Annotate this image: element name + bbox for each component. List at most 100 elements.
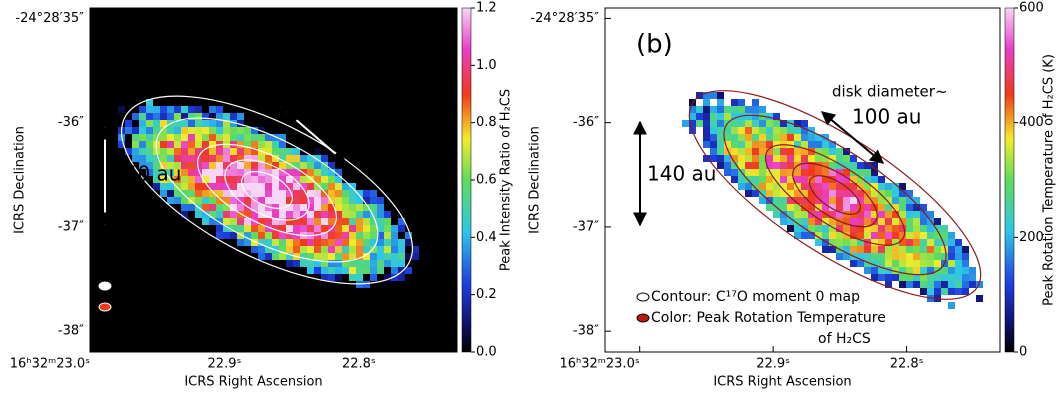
legend-symbol [636, 292, 650, 302]
map-pixel [307, 218, 314, 225]
map-pixel [752, 183, 759, 190]
map-pixel [202, 162, 209, 169]
y-tick-label: -38″ [58, 324, 84, 339]
map-pixel [787, 211, 794, 218]
map-pixel [356, 267, 363, 274]
map-pixel [139, 113, 146, 120]
map-pixel [244, 162, 251, 169]
map-pixel [370, 246, 377, 253]
map-pixel [773, 148, 780, 155]
y-tick-label: -37″ [58, 219, 84, 234]
map-pixel [195, 106, 202, 113]
map-pixel [279, 183, 286, 190]
map-pixel [913, 211, 920, 218]
map-pixel [209, 113, 216, 120]
map-pixel [251, 239, 258, 246]
map-pixel [962, 274, 969, 281]
map-pixel [885, 281, 892, 288]
map-pixel [920, 239, 927, 246]
map-pixel [976, 295, 983, 302]
map-pixel [342, 218, 349, 225]
x-axis-label: ICRS Right Ascension [184, 375, 322, 390]
map-pixel [885, 190, 892, 197]
map-pixel [265, 183, 272, 190]
annotation: Color: Peak Intensity Ratio [115, 299, 300, 315]
map-pixel [356, 218, 363, 225]
map-pixel [335, 176, 342, 183]
map-pixel [808, 204, 815, 211]
map-pixel [913, 267, 920, 274]
map-pixel [328, 169, 335, 176]
map-pixel [321, 225, 328, 232]
map-pixel [948, 232, 955, 239]
map-pixel [710, 127, 717, 134]
map-pixel [174, 120, 181, 127]
map-pixel [209, 197, 216, 204]
colorbar-tick-label: 0.6 [476, 173, 497, 188]
map-pixel [892, 274, 899, 281]
map-pixel [335, 204, 342, 211]
map-pixel [780, 134, 787, 141]
map-pixel [272, 183, 279, 190]
map-pixel [279, 218, 286, 225]
map-pixel [759, 162, 766, 169]
map-pixel [237, 134, 244, 141]
map-pixel [146, 120, 153, 127]
map-pixel [363, 246, 370, 253]
map-pixel [307, 162, 314, 169]
map-pixel [808, 148, 815, 155]
map-pixel [328, 211, 335, 218]
map-pixel [195, 120, 202, 127]
map-pixel [752, 176, 759, 183]
map-pixel [871, 225, 878, 232]
map-pixel [710, 155, 717, 162]
map-pixel [293, 204, 300, 211]
map-pixel [871, 162, 878, 169]
map-pixel [829, 148, 836, 155]
map-pixel [328, 246, 335, 253]
legend-symbol [98, 281, 112, 291]
map-pixel [752, 162, 759, 169]
map-pixel [391, 239, 398, 246]
map-pixel [167, 169, 174, 176]
map-pixel [279, 176, 286, 183]
map-pixel [927, 246, 934, 253]
map-pixel [815, 211, 822, 218]
map-pixel [160, 113, 167, 120]
map-pixel [328, 190, 335, 197]
map-pixel [794, 148, 801, 155]
map-pixel [272, 141, 279, 148]
map-pixel [836, 253, 843, 260]
map-pixel [794, 211, 801, 218]
map-pixel [815, 232, 822, 239]
map-pixel [356, 204, 363, 211]
map-pixel [181, 148, 188, 155]
map-pixel [181, 190, 188, 197]
map-pixel [885, 204, 892, 211]
map-pixel [405, 253, 412, 260]
map-pixel [223, 197, 230, 204]
map-pixel [328, 204, 335, 211]
map-pixel [279, 169, 286, 176]
map-pixel [195, 134, 202, 141]
map-pixel [906, 190, 913, 197]
map-pixel [857, 211, 864, 218]
map-pixel [864, 267, 871, 274]
map-pixel [286, 246, 293, 253]
map-pixel [258, 218, 265, 225]
map-pixel [801, 141, 808, 148]
map-pixel [745, 127, 752, 134]
map-pixel [167, 134, 174, 141]
colorbar-tick-label: 1.0 [476, 58, 497, 73]
map-pixel [181, 120, 188, 127]
map-pixel [934, 253, 941, 260]
map-pixel [188, 113, 195, 120]
map-pixel [787, 204, 794, 211]
map-pixel [864, 246, 871, 253]
map-pixel [251, 169, 258, 176]
map-pixel [836, 148, 843, 155]
map-pixel [843, 211, 850, 218]
map-pixel [864, 253, 871, 260]
map-pixel [766, 197, 773, 204]
map-pixel [195, 148, 202, 155]
